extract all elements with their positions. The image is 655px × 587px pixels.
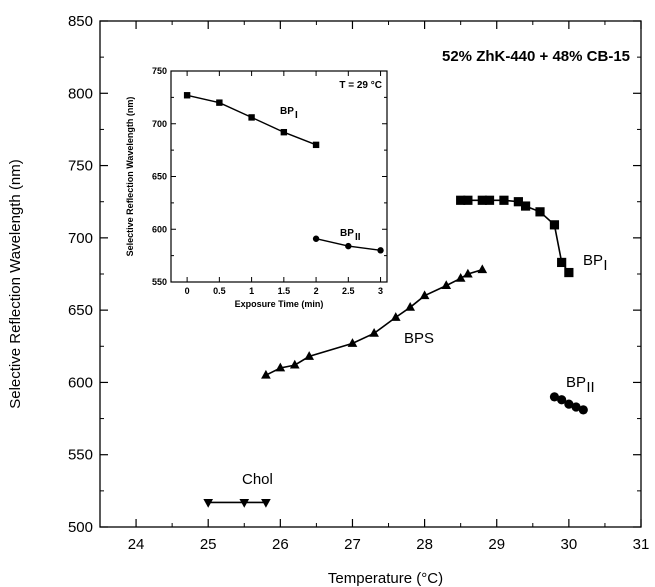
data-point bbox=[557, 257, 567, 268]
inset-data-point bbox=[312, 235, 320, 242]
data-point bbox=[239, 498, 250, 508]
y-tick-label: 750 bbox=[68, 158, 93, 175]
inset-series-label: BP bbox=[340, 228, 354, 239]
inset-y-tick-label: 700 bbox=[152, 119, 167, 129]
data-point bbox=[347, 338, 358, 347]
chart-title: 52% ZhK-440 + 48% CB-15 bbox=[442, 48, 630, 65]
x-tick-label: 28 bbox=[416, 536, 433, 553]
inset-data-point bbox=[248, 114, 255, 121]
inset-series-bp-ii: BP II bbox=[312, 228, 384, 254]
inset-y-tick-label: 650 bbox=[152, 172, 167, 182]
inset-x-tick-label: 3 bbox=[378, 286, 383, 296]
data-point bbox=[535, 207, 545, 217]
data-point bbox=[390, 312, 401, 321]
x-tick-label: 27 bbox=[344, 536, 361, 553]
data-point bbox=[499, 195, 509, 205]
data-point bbox=[441, 280, 452, 290]
data-point bbox=[477, 195, 487, 205]
series-bp-ii: BP II bbox=[549, 374, 595, 415]
inset-x-tick-label: 2.5 bbox=[342, 286, 355, 296]
data-point bbox=[261, 498, 271, 508]
data-point bbox=[564, 399, 574, 409]
inset-series-bp-i: BP I bbox=[183, 92, 320, 149]
inset-data-point bbox=[312, 141, 320, 149]
main-plot: 24 25 26 27 28 29 30 31500550600650700750800850… bbox=[7, 13, 649, 587]
data-point bbox=[419, 290, 430, 300]
data-point bbox=[549, 220, 560, 230]
inset-data-point bbox=[377, 247, 384, 254]
inset-annotation: T = 29 °C bbox=[339, 80, 382, 91]
inset-x-tick-label: 2 bbox=[314, 286, 319, 296]
series-bps: BPS bbox=[261, 264, 488, 379]
data-point bbox=[456, 195, 466, 205]
inset-series-label: BP bbox=[280, 106, 294, 117]
inset-series-label-subscript: II bbox=[355, 232, 361, 243]
data-point bbox=[484, 195, 495, 205]
series-label-subscript: I bbox=[603, 257, 607, 274]
data-point bbox=[455, 273, 466, 282]
data-point bbox=[203, 498, 214, 508]
series-label: BPS bbox=[404, 330, 434, 347]
x-tick-label: 29 bbox=[488, 536, 505, 553]
inset-x-tick-label: 1.5 bbox=[278, 286, 291, 296]
inset-data-point bbox=[280, 128, 288, 136]
data-point bbox=[405, 301, 416, 311]
series-bp-i: BP I bbox=[456, 195, 608, 278]
data-point bbox=[571, 402, 581, 412]
y-tick-label: 700 bbox=[68, 230, 93, 247]
x-tick-label: 30 bbox=[561, 536, 578, 553]
data-point bbox=[549, 392, 560, 402]
y-tick-label: 650 bbox=[68, 302, 93, 319]
inset-x-tick-label: 0.5 bbox=[213, 286, 226, 296]
series-chol: Chol bbox=[203, 471, 273, 508]
inset-y-axis-title: Selective Reflection Wavelength (nm) bbox=[125, 97, 135, 257]
data-point bbox=[564, 267, 574, 278]
y-tick-label: 500 bbox=[68, 519, 93, 536]
inset-y-tick-label: 600 bbox=[152, 224, 167, 234]
series-label: BP bbox=[566, 374, 586, 391]
inset-data-point bbox=[216, 99, 223, 106]
x-tick-label: 26 bbox=[272, 536, 289, 553]
data-point bbox=[289, 359, 300, 369]
x-axis-title: Temperature (°C) bbox=[328, 570, 443, 587]
y-axis-title: Selective Reflection Wavelength (nm) bbox=[7, 159, 24, 409]
inset-data-point bbox=[183, 92, 191, 99]
series-label-subscript: II bbox=[586, 379, 594, 396]
x-tick-label: 24 bbox=[128, 536, 145, 553]
data-point bbox=[520, 201, 531, 211]
x-tick-label: 25 bbox=[200, 536, 217, 553]
data-point bbox=[578, 405, 588, 415]
data-point bbox=[261, 369, 271, 379]
y-tick-label: 800 bbox=[68, 85, 93, 102]
inset-y-tick-label: 550 bbox=[152, 277, 167, 287]
data-point bbox=[304, 351, 315, 360]
data-point bbox=[513, 197, 523, 207]
inset-y-tick-label: 750 bbox=[152, 66, 167, 76]
series-label: Chol bbox=[242, 471, 273, 488]
data-point bbox=[463, 268, 473, 278]
y-tick-label: 600 bbox=[68, 374, 93, 391]
x-tick-label: 31 bbox=[633, 536, 650, 553]
data-point bbox=[477, 264, 488, 274]
inset-series-label-subscript: I bbox=[295, 110, 298, 121]
y-tick-label: 850 bbox=[68, 13, 93, 30]
inset-x-tick-label: 1 bbox=[249, 286, 254, 296]
series-line bbox=[460, 199, 570, 274]
data-point bbox=[369, 327, 379, 337]
data-point bbox=[275, 362, 286, 372]
inset-x-axis-title: Exposure Time (min) bbox=[235, 299, 324, 309]
inset-plot: 0 0.5 1 1.5 2 2.5 3 550 600 650 700 750 Exposure Tim… bbox=[125, 66, 388, 309]
y-tick-label: 550 bbox=[68, 447, 93, 464]
inset-plot-frame bbox=[170, 70, 388, 283]
data-point bbox=[463, 195, 473, 205]
inset-data-point bbox=[345, 242, 352, 250]
series-label: BP bbox=[583, 252, 603, 269]
inset-x-tick-label: 0 bbox=[185, 286, 190, 296]
data-point bbox=[557, 395, 567, 405]
series-line bbox=[265, 268, 483, 376]
